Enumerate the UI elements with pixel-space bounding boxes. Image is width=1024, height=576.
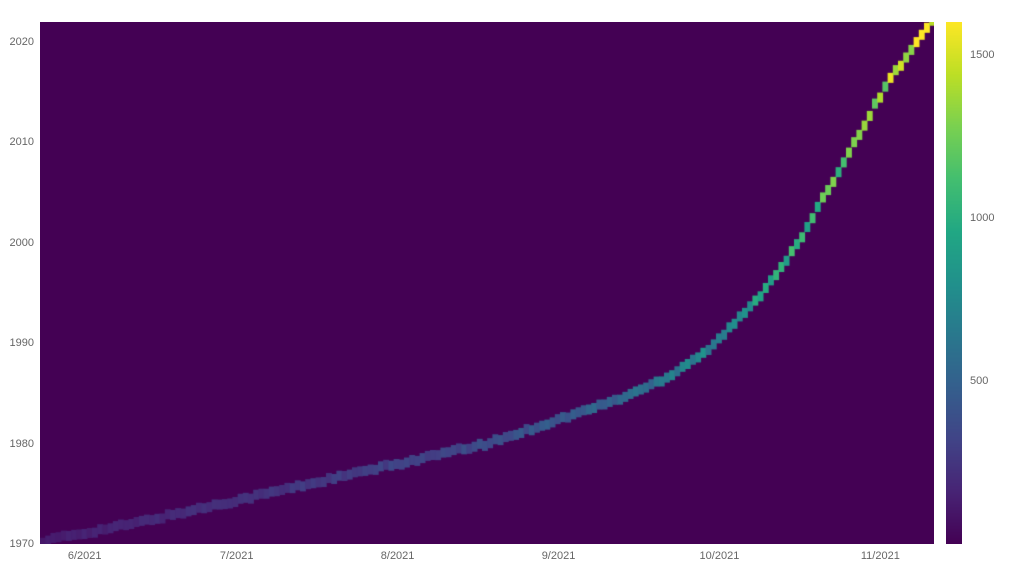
y-tick-label: 1970 [0, 538, 34, 550]
colorbar-canvas [946, 22, 962, 544]
x-tick-label: 10/2021 [700, 550, 740, 562]
x-tick-label: 9/2021 [542, 550, 576, 562]
x-tick-label: 11/2021 [861, 550, 900, 562]
y-tick-label: 1980 [0, 438, 34, 450]
y-tick-label: 2000 [0, 237, 34, 249]
colorbar-tick-label: 1500 [970, 49, 994, 61]
colorbar-tick-label: 1000 [970, 212, 994, 224]
heatmap-canvas [40, 22, 934, 544]
chart-root: 1970 1980 1990 2000 2010 2020 6/2021 7/2021 8/2… [0, 0, 1024, 576]
y-tick-label: 1990 [0, 337, 34, 349]
x-tick-label: 6/2021 [68, 550, 102, 562]
x-tick-label: 7/2021 [220, 550, 254, 562]
x-tick-label: 8/2021 [381, 550, 415, 562]
y-tick-label: 2020 [0, 36, 34, 48]
colorbar-tick-label: 500 [970, 375, 988, 387]
y-tick-label: 2010 [0, 136, 34, 148]
